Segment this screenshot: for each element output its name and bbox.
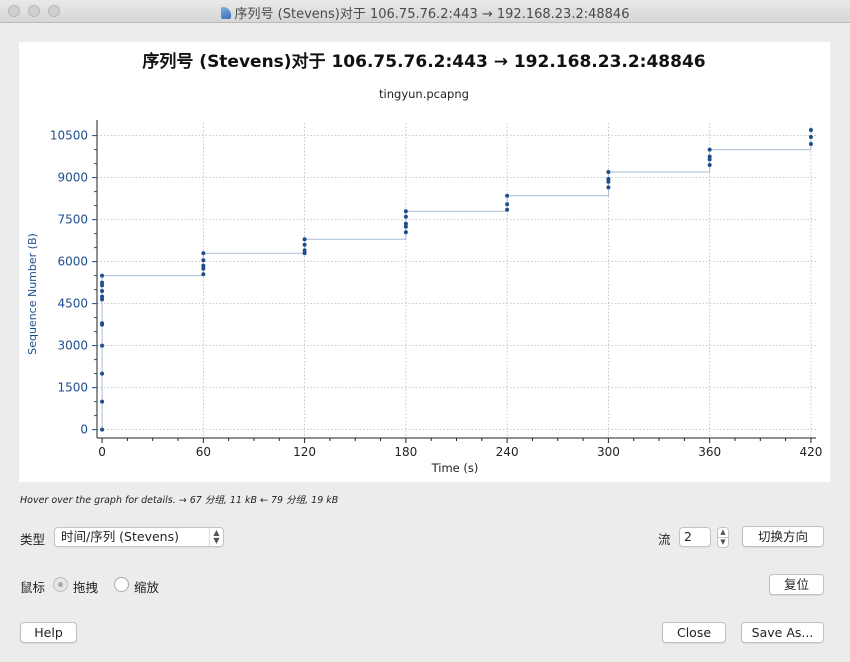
- reset-button[interactable]: 复位: [769, 574, 824, 595]
- data-point: [100, 371, 105, 376]
- minimize-window-button[interactable]: [28, 5, 40, 17]
- data-point: [100, 343, 105, 348]
- data-point: [403, 224, 408, 229]
- data-point: [100, 294, 105, 299]
- stream-number-value: 2: [684, 529, 692, 544]
- x-tick-label: 0: [98, 445, 106, 459]
- x-tick-label: 360: [698, 445, 721, 459]
- zoom-label[interactable]: 缩放: [134, 580, 160, 595]
- grid-lines: [97, 123, 816, 438]
- updown-arrows-icon: ▲ ▼: [209, 528, 223, 546]
- stepper-up-icon[interactable]: ▲: [717, 527, 729, 538]
- switch-direction-button[interactable]: 切换方向: [742, 526, 824, 547]
- data-point: [606, 177, 611, 181]
- x-tick-label: 180: [394, 445, 417, 459]
- data-point: [403, 214, 408, 219]
- x-tick-label: 60: [196, 445, 211, 459]
- data-point: [100, 427, 105, 432]
- data-point: [100, 321, 105, 326]
- y-tick-label: 3000: [57, 339, 88, 353]
- x-tick-label: 240: [496, 445, 519, 459]
- data-point: [100, 399, 105, 404]
- data-point: [302, 242, 307, 247]
- data-point: [606, 185, 611, 190]
- data-point: [403, 221, 408, 226]
- data-point: [707, 163, 712, 167]
- x-axis-label: Time (s): [431, 461, 479, 475]
- data-point: [808, 135, 813, 139]
- y-tick-label: 0: [80, 423, 88, 437]
- stream-stepper[interactable]: ▲ ▼: [713, 527, 733, 548]
- axes: [92, 120, 816, 443]
- y-tick-label: 6000: [57, 255, 88, 269]
- status-text: Hover over the graph for details. → 67 分…: [20, 495, 339, 506]
- window-title: 序列号 (Stevens)对于 106.75.76.2:443 → 192.16…: [234, 7, 630, 22]
- x-tick-label: 420: [799, 445, 822, 459]
- drag-radio[interactable]: [53, 577, 68, 592]
- data-point: [606, 170, 611, 174]
- data-point: [505, 207, 510, 212]
- graph-type-select[interactable]: 时间/序列 (Stevens) ▲ ▼: [54, 527, 224, 547]
- window-title-wrap: 序列号 (Stevens)对于 106.75.76.2:443 → 192.16…: [0, 3, 850, 22]
- y-tick-label: 4500: [57, 297, 88, 311]
- data-point: [100, 283, 105, 288]
- data-point: [100, 297, 105, 302]
- stream-number-field[interactable]: 2: [679, 527, 711, 547]
- data-point: [100, 280, 105, 285]
- title-bar: 序列号 (Stevens)对于 106.75.76.2:443 → 192.16…: [0, 0, 850, 23]
- tick-labels: 0 60 120 180 240 300 360 420 0 1500 3000 4500 6000 75…: [50, 129, 823, 459]
- close-window-button[interactable]: [8, 5, 20, 17]
- zoom-window-button[interactable]: [48, 5, 60, 17]
- drag-label[interactable]: 拖拽: [73, 580, 99, 595]
- data-point: [201, 258, 206, 263]
- y-tick-label: 10500: [50, 129, 88, 143]
- data-point: [201, 266, 206, 271]
- data-point: [707, 154, 712, 159]
- y-tick-label: 7500: [57, 213, 88, 227]
- data-point: [808, 128, 813, 132]
- chart-title: 序列号 (Stevens)对于 106.75.76.2:443 → 192.16…: [142, 51, 705, 72]
- data-point: [505, 202, 510, 207]
- graph-plot[interactable]: 序列号 (Stevens)对于 106.75.76.2:443 → 192.16…: [19, 42, 830, 482]
- type-label: 类型: [20, 532, 46, 547]
- data-point: [403, 209, 408, 214]
- data-point: [100, 273, 105, 278]
- chart-subtitle: tingyun.pcapng: [379, 87, 469, 101]
- data-point: [302, 248, 307, 253]
- y-tick-label: 1500: [57, 381, 88, 395]
- data-point: [707, 157, 712, 162]
- data-point: [201, 251, 206, 256]
- data-point: [201, 263, 206, 268]
- data-point: [403, 230, 408, 235]
- graph-type-value: 时间/序列 (Stevens): [61, 529, 179, 544]
- data-point: [201, 272, 206, 277]
- data-point: [302, 237, 307, 242]
- y-tick-label: 9000: [57, 171, 88, 185]
- help-button[interactable]: Help: [20, 622, 77, 643]
- close-button[interactable]: Close: [662, 622, 726, 643]
- mouse-label: 鼠标: [20, 580, 46, 595]
- data-point: [808, 142, 813, 146]
- wireshark-fin-icon: [220, 7, 231, 19]
- data-point: [302, 251, 307, 256]
- save-as-button[interactable]: Save As...: [741, 622, 824, 643]
- y-axis-label: Sequence Number (B): [26, 233, 39, 355]
- series-seq-numbers: [100, 128, 813, 432]
- data-point: [100, 289, 105, 293]
- stepper-down-icon[interactable]: ▼: [717, 538, 729, 548]
- sequence-step-line: [101, 130, 812, 430]
- x-tick-label: 120: [293, 445, 316, 459]
- data-point: [707, 147, 712, 152]
- data-point: [606, 179, 611, 184]
- zoom-radio[interactable]: [114, 577, 129, 592]
- data-point: [505, 193, 510, 198]
- stream-label: 流: [658, 532, 671, 547]
- stevens-graph[interactable]: 序列号 (Stevens)对于 106.75.76.2:443 → 192.16…: [19, 42, 830, 482]
- x-tick-label: 300: [597, 445, 620, 459]
